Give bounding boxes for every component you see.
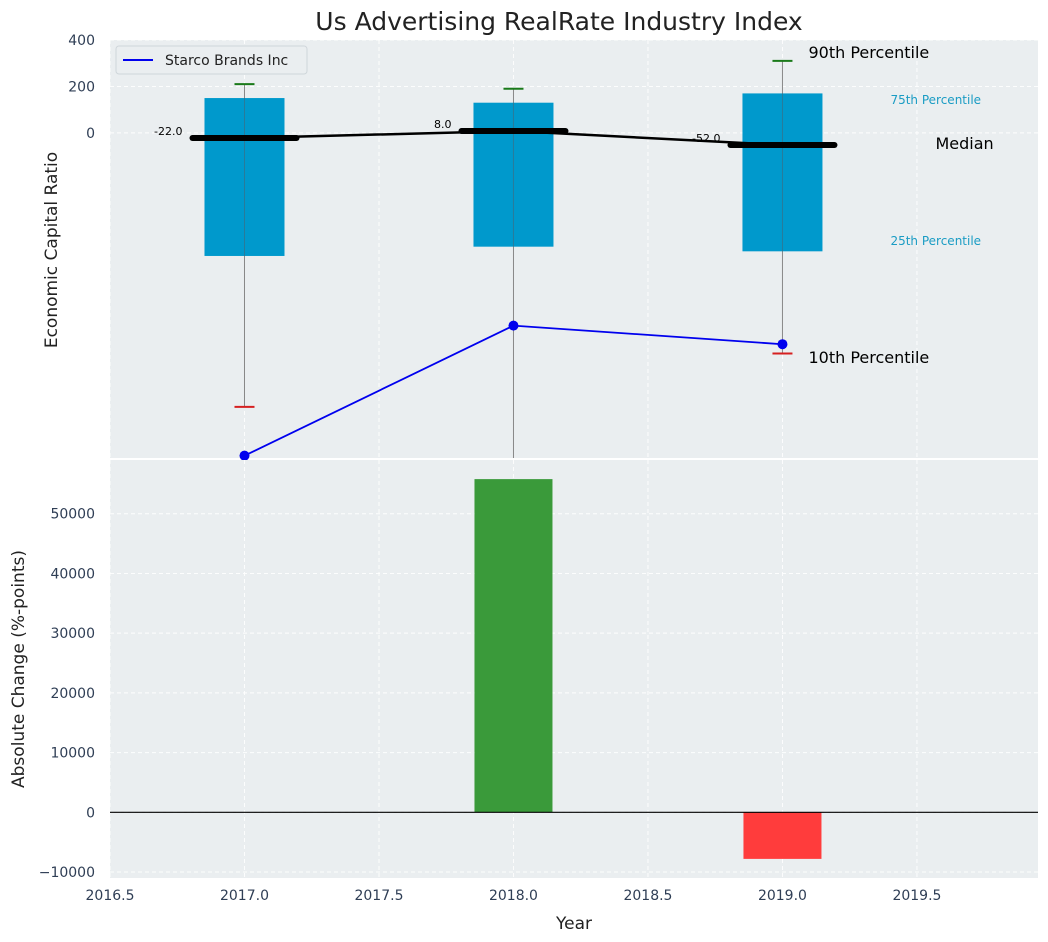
change-bar [474, 479, 553, 813]
bottom-ytick-label: 20000 [50, 686, 95, 702]
legend-box [115, 45, 308, 75]
bottom-xtick-label: 2016.5 [86, 888, 135, 904]
series-point [508, 320, 519, 331]
bottom-ytick-label: −10000 [39, 865, 95, 881]
p10-annotation: 10th Percentile [808, 348, 929, 367]
bottom-ytick-label: 30000 [50, 626, 95, 642]
bottom-ytick-label: 0 [86, 805, 95, 821]
top-ytick-label: 200 [68, 79, 95, 95]
series-point [777, 339, 788, 350]
bottom-xtick-label: 2017.0 [220, 888, 269, 904]
bottom-xtick-label: 2018.0 [489, 888, 538, 904]
top-ytick-label: 0 [86, 126, 95, 142]
chart-title: Us Advertising RealRate Industry Index [315, 7, 802, 36]
bottom-ytick-label: 40000 [50, 566, 95, 582]
legend: Starco Brands Inc [115, 45, 308, 75]
top-ylabel: Economic Capital Ratio [42, 152, 62, 348]
bottom-ytick-label: 10000 [50, 746, 95, 762]
bottom-plot-area [110, 460, 1038, 878]
bottom-xtick-label: 2019.5 [892, 888, 941, 904]
p25-annotation: 25th Percentile [890, 234, 981, 248]
median-value-label: -22.0 [154, 125, 182, 138]
top-panel: 0 200 400 -22.0 8.0 -52.0 90th Percentile 75t… [42, 33, 1038, 461]
median-value-label: -52.0 [692, 132, 720, 145]
series-point [239, 450, 250, 461]
bottom-xtick-label: 2019.0 [758, 888, 807, 904]
p75-annotation: 75th Percentile [890, 93, 981, 107]
bottom-ylabel: Absolute Change (%-points) [9, 550, 29, 788]
median-value-label: 8.0 [434, 118, 452, 131]
bottom-panel: −10000 0 10000 20000 30000 40000 50000 2016.5 20… [9, 460, 1038, 934]
bottom-ytick-label: 50000 [50, 507, 95, 523]
median-annotation: Median [935, 134, 993, 153]
p90-annotation: 90th Percentile [808, 43, 929, 62]
bottom-xtick-label: 2018.5 [623, 888, 672, 904]
bottom-xtick-label: 2017.5 [354, 888, 403, 904]
top-ytick-label: 400 [68, 33, 95, 49]
legend-series-label: Starco Brands Inc [165, 53, 288, 69]
change-bar [743, 812, 822, 859]
bottom-xlabel: Year [555, 914, 592, 934]
